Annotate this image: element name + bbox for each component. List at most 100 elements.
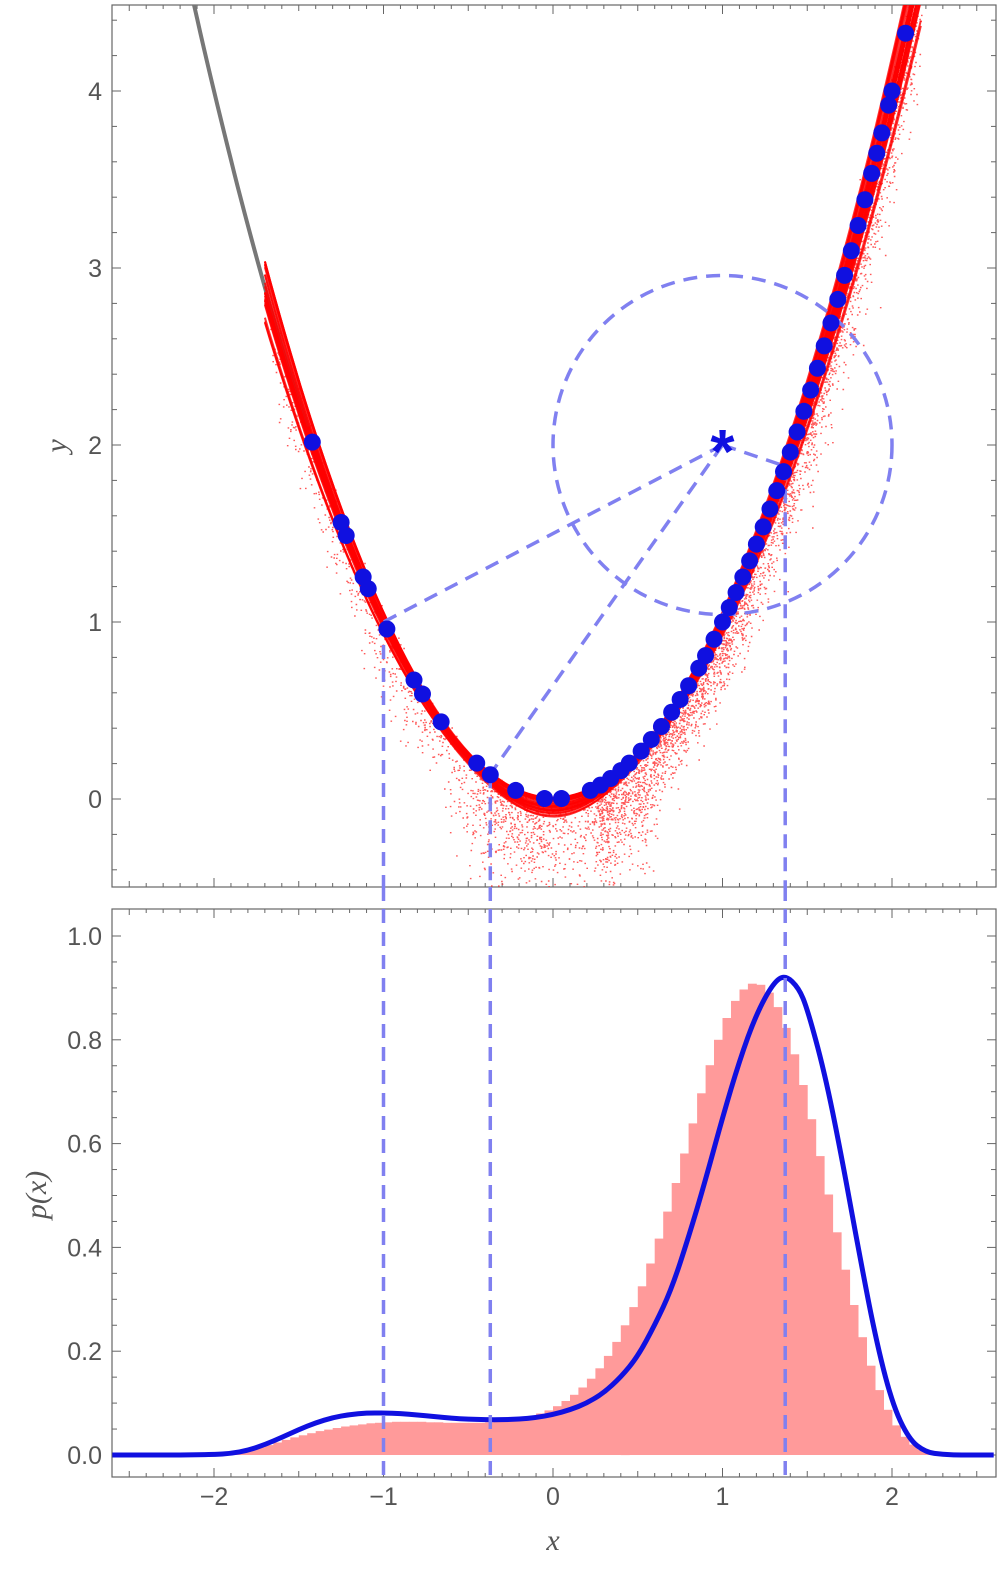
histogram-bar: [561, 1401, 571, 1455]
histogram-bar: [264, 1445, 274, 1455]
histogram-bar: [646, 1263, 656, 1455]
blue-sample-point: [754, 518, 772, 536]
bottom-x-tick-label: 1: [716, 1483, 730, 1511]
bottom-x-tick-label: 0: [546, 1483, 560, 1511]
histogram-bar: [493, 1421, 503, 1455]
bottom-axis-ticks: [112, 909, 996, 1477]
bottom-x-tick-labels: −2 −1 0 1 2: [200, 1483, 899, 1511]
blue-sample-point: [507, 781, 525, 799]
blue-sample-point: [680, 677, 698, 695]
blue-sample-point: [873, 124, 891, 142]
blue-sample-point: [761, 500, 779, 518]
histogram-bar: [586, 1378, 596, 1455]
histogram-bar: [476, 1422, 486, 1455]
blue-sample-point: [378, 620, 396, 638]
histogram-bar: [832, 1232, 842, 1455]
histogram-bar: [807, 1119, 817, 1455]
histogram-bar: [459, 1422, 469, 1455]
histogram-bar: [883, 1409, 893, 1455]
histogram-bar: [519, 1418, 528, 1455]
histogram-bar: [442, 1422, 452, 1455]
histogram-bar: [841, 1269, 851, 1455]
histogram-bar: [273, 1442, 283, 1455]
bottom-plot-panel: 0.0 0.2 0.4 0.6 0.8 1.0 −2 −1 0 1 2 p(x) x: [20, 908, 997, 1557]
histogram-bar: [408, 1421, 418, 1455]
blue-sample-point: [829, 290, 847, 308]
histogram-bar: [595, 1368, 605, 1455]
histogram-bar: [603, 1355, 613, 1455]
blue-sample-point: [897, 24, 915, 42]
histogram-bar: [290, 1437, 300, 1455]
top-y-axis-label: y: [40, 439, 73, 456]
blue-sample-point: [468, 754, 486, 772]
top-y-tick-label: 1: [88, 609, 102, 637]
blue-sample-point: [883, 82, 901, 100]
bottom-y-tick-label: 0.2: [67, 1338, 102, 1366]
blue-sample-point: [863, 164, 881, 182]
bottom-x-tick-label: 2: [885, 1483, 899, 1511]
histogram-bar: [824, 1194, 834, 1455]
histogram-bar: [612, 1341, 622, 1455]
histogram-bar: [570, 1394, 579, 1455]
histogram-bar: [764, 992, 774, 1455]
blue-sample-point: [720, 599, 738, 617]
histogram-bar: [654, 1238, 664, 1455]
dashed-vertical-lines-bottom: [381, 909, 787, 1477]
blue-sample-point: [690, 659, 708, 677]
histogram-bar: [324, 1429, 334, 1455]
blue-sample-point: [727, 584, 745, 602]
dashed-connector-lines: [381, 443, 787, 887]
histogram-bar: [527, 1416, 537, 1455]
histogram-bar: [553, 1406, 562, 1455]
histogram-bar: [341, 1426, 350, 1455]
histogram-bar: [510, 1419, 520, 1455]
blue-sample-point: [734, 568, 752, 586]
density-curve: [112, 974, 994, 1458]
bottom-y-tick-label: 0.6: [67, 1131, 102, 1159]
histogram-bar: [629, 1307, 639, 1455]
histogram-bar: [315, 1431, 325, 1455]
histogram-bar: [849, 1305, 859, 1455]
histogram-bar: [451, 1422, 461, 1455]
bottom-y-tick-labels: 0.0 0.2 0.4 0.6 0.8 1.0: [67, 923, 102, 1470]
blue-sample-point: [405, 671, 423, 689]
blue-sample-point: [781, 443, 799, 461]
histogram-bar: [298, 1435, 308, 1455]
histogram-bar: [900, 1436, 910, 1455]
blue-sample-point: [815, 337, 833, 355]
top-y-tick-label: 3: [88, 255, 102, 283]
histogram-bar: [307, 1433, 317, 1455]
dashed-connector: [721, 443, 786, 468]
bottom-y-tick-label: 0.4: [67, 1234, 102, 1262]
blue-sample-point: [481, 766, 499, 784]
histogram-bar: [578, 1387, 588, 1455]
blue-sample-point: [714, 613, 731, 631]
blue-sample-point: [747, 535, 765, 553]
blue-sample-point: [432, 713, 450, 731]
histogram-bar: [705, 1065, 715, 1455]
blue-sample-point: [836, 266, 854, 284]
histogram-bar: [917, 1449, 927, 1455]
histogram-bar: [417, 1421, 427, 1455]
blue-sample-point: [775, 463, 793, 481]
histogram-bar: [434, 1422, 444, 1455]
blue-sample-point: [697, 647, 715, 665]
top-axis-ticks: [112, 5, 996, 887]
blue-sample-point: [642, 730, 660, 748]
blue-sample-point: [808, 359, 826, 377]
bottom-x-tick-label: −1: [369, 1483, 398, 1511]
blue-sample-point: [663, 703, 681, 721]
blue-sample-point: [620, 754, 638, 772]
bottom-x-axis-label: x: [545, 1524, 560, 1557]
histogram-bar: [247, 1449, 257, 1455]
histogram-bar: [332, 1428, 342, 1455]
blue-sample-point: [741, 552, 759, 570]
histogram-bar: [722, 1018, 732, 1455]
bottom-y-axis-label: p(x): [20, 1171, 53, 1221]
bottom-y-tick-label: 0.8: [67, 1027, 102, 1055]
histogram-bar: [815, 1156, 825, 1455]
histogram-bar: [739, 989, 749, 1455]
histogram-bar: [663, 1211, 673, 1455]
bottom-y-tick-label: 0.0: [67, 1442, 102, 1470]
